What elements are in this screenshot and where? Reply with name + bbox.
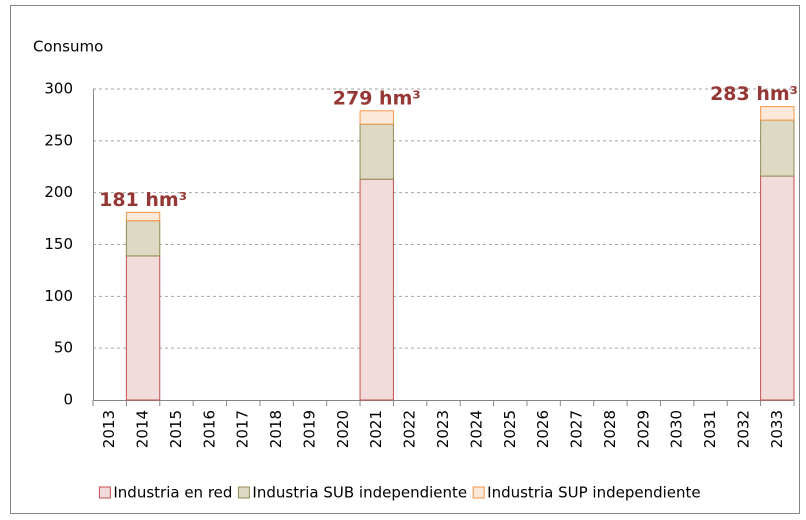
x-tick-label: 2032 <box>734 410 752 448</box>
legend-label: Industria SUP independiente <box>487 484 700 502</box>
x-tick-label: 2031 <box>701 410 719 448</box>
annotation: 279 hm³ <box>333 87 421 109</box>
bar-segment <box>359 178 394 401</box>
annotation: 283 hm³ <box>710 83 798 105</box>
bar-segment <box>359 123 394 180</box>
x-tick-label: 2020 <box>334 410 352 448</box>
x-tick-label: 2030 <box>668 410 686 448</box>
x-tick-label: 2029 <box>634 410 652 448</box>
y-tick-label: 100 <box>44 287 73 305</box>
y-tick-label: 0 <box>63 391 73 409</box>
x-tick-label: 2028 <box>601 410 619 448</box>
legend-swatch <box>98 486 111 499</box>
y-tick-label: 250 <box>44 131 73 149</box>
y-tick-label: 300 <box>44 80 73 98</box>
legend-label: Industria SUB independiente <box>252 484 467 502</box>
chart-title: Consumo <box>33 38 103 56</box>
y-tick-label: 150 <box>44 235 73 253</box>
x-tick-label: 2014 <box>134 410 152 448</box>
bar-segment <box>760 119 795 177</box>
bar-segment <box>125 255 161 401</box>
y-tick-label: 200 <box>44 183 73 201</box>
x-tick-label: 2019 <box>300 410 318 448</box>
x-tick-label: 2033 <box>768 410 786 448</box>
annotation: 181 hm³ <box>99 189 187 211</box>
x-tick-label: 2023 <box>434 410 452 448</box>
bar-segment <box>760 106 795 121</box>
x-tick-label: 2021 <box>367 410 385 448</box>
legend-swatch <box>472 486 485 499</box>
bar-segment <box>125 220 161 257</box>
x-tick-label: 2015 <box>167 410 185 448</box>
x-tick-label: 2018 <box>267 410 285 448</box>
x-tick-label: 2024 <box>467 410 485 448</box>
x-tick-label: 2026 <box>534 410 552 448</box>
bar-segment <box>125 211 161 222</box>
x-tick-label: 2017 <box>234 410 252 448</box>
legend-label: Industria en red <box>113 484 232 502</box>
bar-segment <box>760 175 795 401</box>
x-tick-label: 2016 <box>200 410 218 448</box>
x-tick-label: 2013 <box>100 410 118 448</box>
y-tick-label: 50 <box>54 339 73 357</box>
legend-swatch <box>237 486 250 499</box>
x-tick-label: 2025 <box>501 410 519 448</box>
bar-segment <box>359 110 394 125</box>
x-tick-label: 2027 <box>568 410 586 448</box>
x-tick-label: 2022 <box>401 410 419 448</box>
